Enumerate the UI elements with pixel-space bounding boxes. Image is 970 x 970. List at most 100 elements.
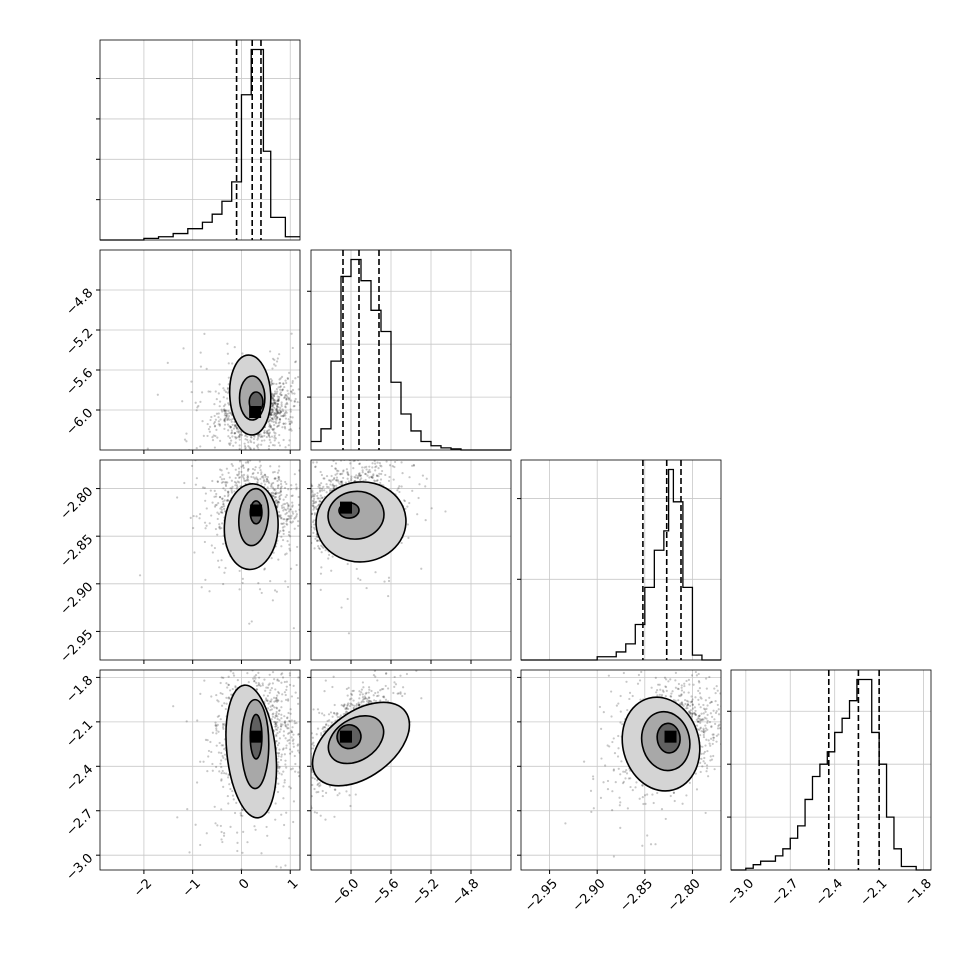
scatter-point <box>280 493 283 497</box>
scatter-point <box>215 428 218 431</box>
scatter-point <box>269 377 272 381</box>
scatter-point <box>269 419 272 422</box>
scatter-point <box>226 495 230 498</box>
scatter-point <box>221 505 224 508</box>
scatter-point <box>265 686 268 689</box>
scatter-point <box>227 403 231 406</box>
scatter-point <box>288 674 292 677</box>
scatter-point <box>242 477 246 480</box>
scatter-point <box>231 362 234 365</box>
scatter-point <box>297 774 300 778</box>
scatter-point <box>290 768 293 771</box>
scatter-point <box>284 458 286 460</box>
scatter-point <box>287 698 290 701</box>
scatter-point <box>263 434 266 437</box>
scatter-point <box>408 501 411 505</box>
scatter-point <box>271 491 274 494</box>
scatter-point <box>294 360 298 363</box>
scatter-point <box>260 482 263 485</box>
scatter-point <box>226 391 229 394</box>
scatter-point <box>237 434 241 438</box>
scatter-point <box>276 678 279 681</box>
scatter-point <box>232 672 235 675</box>
scatter-point <box>228 456 230 458</box>
scatter-point <box>287 488 290 491</box>
scatter-point <box>305 512 307 514</box>
scatter-point <box>222 396 225 399</box>
scatter-point <box>267 447 270 450</box>
scatter-point <box>272 696 276 699</box>
scatter-point <box>271 417 274 421</box>
scatter-point <box>350 477 353 480</box>
scatter-point <box>361 471 364 474</box>
scatter-point <box>242 466 245 470</box>
scatter-point <box>266 478 269 481</box>
scatter-point <box>231 794 235 797</box>
contour-line <box>228 354 272 436</box>
scatter-point <box>209 418 212 422</box>
scatter-point <box>301 792 303 794</box>
scatter-point <box>253 477 257 480</box>
scatter-point <box>280 623 282 625</box>
scatter-point <box>303 462 305 464</box>
scatter-point <box>355 567 358 571</box>
scatter-point <box>271 408 274 412</box>
scatter-point <box>311 499 314 503</box>
scatter-point <box>283 680 286 684</box>
scatter-point <box>276 500 279 503</box>
scatter-point <box>222 477 226 481</box>
scatter-point <box>268 436 271 439</box>
scatter-point <box>246 672 249 675</box>
scatter-point <box>283 753 286 756</box>
scatter-point <box>279 385 282 388</box>
scatter-point <box>276 732 279 735</box>
scatter-point <box>237 474 240 477</box>
scatter-point <box>275 735 278 738</box>
scatter-point <box>174 388 176 390</box>
scatter-point <box>301 801 303 803</box>
scatter-point <box>340 480 343 484</box>
scatter-point <box>221 744 225 747</box>
scatter-point <box>263 429 266 432</box>
scatter-point <box>281 526 284 529</box>
scatter-point <box>278 418 282 421</box>
scatter-point <box>279 530 282 533</box>
scatter-point <box>282 506 285 509</box>
scatter-point <box>196 719 199 722</box>
scatter-point <box>273 450 275 452</box>
scatter-point <box>219 418 222 421</box>
scatter-point <box>320 487 324 490</box>
scatter-point <box>281 415 284 418</box>
scatter-point <box>277 476 281 479</box>
scatter-point <box>205 524 208 527</box>
scatter-point <box>199 351 202 354</box>
scatter-point <box>317 483 321 486</box>
scatter-point <box>319 494 322 497</box>
scatter-point <box>271 393 274 396</box>
scatter-point <box>232 798 235 801</box>
scatter-point <box>307 747 309 749</box>
scatter-point <box>286 518 289 521</box>
scatter-point <box>183 481 186 485</box>
scatter-point <box>295 721 298 725</box>
scatter-point <box>293 392 296 395</box>
scatter-point <box>275 740 278 743</box>
scatter-point <box>271 404 274 408</box>
scatter-point <box>358 474 361 478</box>
scatter-point <box>297 702 300 705</box>
scatter-point <box>247 467 250 471</box>
scatter-point <box>252 452 254 454</box>
scatter-point <box>266 429 269 432</box>
scatter-point <box>286 518 289 521</box>
scatter-point <box>318 487 322 490</box>
scatter-point <box>237 476 241 479</box>
scatter-point <box>213 805 216 808</box>
scatter-point <box>297 375 300 379</box>
scatter-point <box>370 475 373 478</box>
scatter-point <box>284 720 287 723</box>
scatter-point <box>313 523 316 526</box>
scatter-point <box>275 400 278 403</box>
scatter-point <box>277 405 280 409</box>
scatter-point <box>317 497 320 500</box>
scatter-point <box>278 497 282 500</box>
